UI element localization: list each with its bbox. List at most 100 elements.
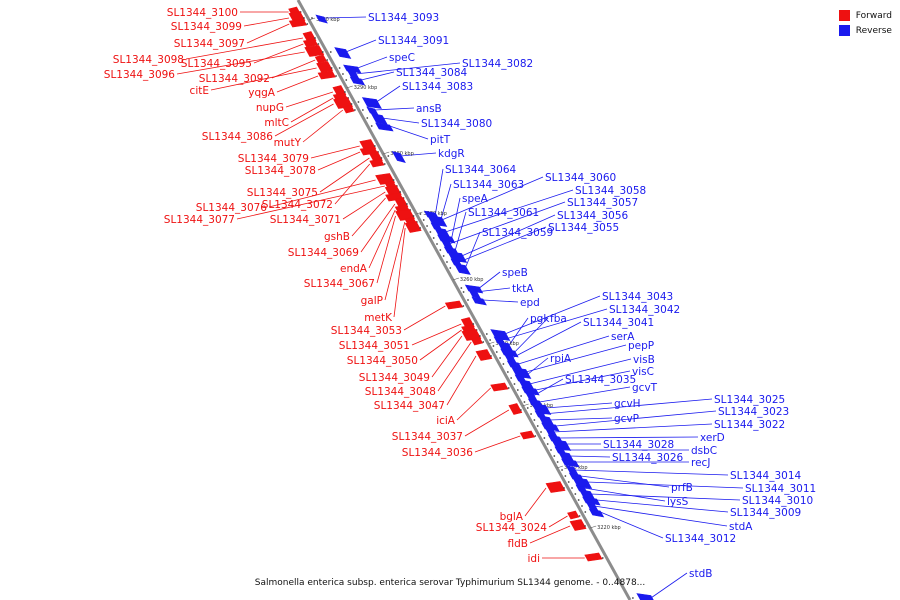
leader-sl1344-3079: [310, 145, 360, 159]
gene-marker-sl1344-3084: [345, 79, 348, 81]
gene-label-pgk: pgk: [530, 313, 550, 325]
leader-stda: [593, 505, 728, 527]
gene-label-sl1344-3076: SL1344_3076: [196, 202, 268, 214]
gene-label-tkta: tktA: [512, 283, 534, 295]
gene-label-sl1344-3009: SL1344_3009: [730, 507, 801, 519]
leader-sl1344-3082: [354, 62, 461, 75]
gene-marker-sl1344-3053: [462, 305, 465, 307]
gene-marker-icia: [507, 387, 510, 389]
leader-fba: [514, 317, 549, 353]
leader-sl1344-3086: [274, 103, 334, 137]
gene-block-yqga: [317, 70, 336, 80]
leader-stdb: [650, 572, 688, 599]
leader-sl1344-3057: [448, 201, 566, 245]
genome-backbone: [296, 0, 632, 600]
gene-block-sl1344-3097: [288, 18, 308, 28]
gene-marker-sl1344-3010: [574, 493, 577, 495]
leader-sl1344-3076: [268, 179, 376, 208]
gene-label-pepp: pepP: [628, 340, 654, 352]
gene-label-rpia: rpiA: [550, 353, 572, 365]
gene-marker-sl1344-3042: [489, 339, 492, 341]
gene-label-sl1344-3042: SL1344_3042: [609, 304, 680, 316]
leader-sl1344-3037: [464, 409, 510, 437]
gene-marker-kdgr: [387, 155, 390, 157]
gene-label-cite: citE: [190, 85, 209, 97]
gene-marker-spea: [432, 237, 435, 239]
leader-sl1344-3049: [431, 335, 463, 378]
gene-label-yqga: yqgA: [248, 87, 276, 99]
leader-sl1344-3058: [445, 189, 574, 233]
gene-label-sl1344-3097: SL1344_3097: [174, 38, 245, 50]
gene-marker-sl1344-3023: [536, 425, 539, 427]
leader-sl1344-3080: [382, 117, 420, 124]
gene-label-prfb: prfB: [671, 482, 693, 494]
leader-sl1344-3047: [446, 355, 477, 406]
leader-sl1344-3093: [323, 16, 367, 19]
gene-label-sl1344-3080: SL1344_3080: [421, 118, 492, 130]
reverse-swatch: [838, 25, 850, 36]
gene-marker-sl1344-3022: [540, 431, 542, 433]
leader-epd: [482, 299, 519, 303]
gene-marker-recj: [556, 461, 559, 463]
gene-label-gcvh: gcvH: [614, 398, 641, 410]
leader-pepp: [525, 344, 627, 373]
tick-mark: [383, 151, 390, 155]
gene-block-muty: [342, 104, 355, 114]
tick-label: 3230 kbp: [564, 465, 588, 471]
gene-marker-sl1344-3028: [546, 443, 549, 445]
gene-label-sl1344-3100: SL1344_3100: [167, 7, 238, 19]
gene-block-idi: [584, 552, 603, 562]
gene-block-recj: [561, 458, 580, 468]
gene-marker-sl1344-3012: [584, 511, 587, 513]
gene-marker-sl1344-3097: [306, 23, 309, 25]
gene-marker-sl1344-3091: [329, 51, 332, 53]
gene-label-sl1344-3048: SL1344_3048: [365, 386, 436, 398]
gene-marker-sl1344-3026: [553, 455, 556, 457]
leader-sl1344-3043: [504, 295, 601, 335]
gene-marker-sl1344-3014: [561, 469, 563, 471]
gene-block-sl1344-3012: [588, 508, 605, 518]
map-caption: Salmonella enterica subsp. enterica sero…: [254, 578, 646, 588]
gene-label-sl1344-3057: SL1344_3057: [567, 197, 638, 209]
leader-sl1344-3098: [185, 37, 304, 60]
gene-label-sl1344-3078: SL1344_3078: [245, 165, 316, 177]
forward-swatch: [838, 10, 850, 21]
leader-sl1344-3069: [360, 203, 396, 253]
gene-marker-sl1344-3067: [412, 215, 415, 217]
gene-label-sl1344-3058: SL1344_3058: [575, 185, 646, 197]
leader-sl1344-3095: [253, 43, 304, 64]
leader-sl1344-3097: [246, 23, 290, 44]
gene-marker-sl1344-3076: [392, 179, 395, 181]
gene-label-sl1344-3023: SL1344_3023: [718, 406, 789, 418]
gene-labels: SL1344_3100 SL1344_3099 SL1344_3097 SL1344_…: [104, 7, 816, 580]
gene-marker-xerd: [543, 437, 546, 439]
leader-gshb: [351, 197, 386, 237]
gene-block-sl1344-3048: [470, 336, 484, 346]
gene-block-sl1344-3083: [361, 97, 382, 109]
gene-block-sl1344-3084: [349, 76, 366, 86]
gene-label-visb: visB: [633, 354, 655, 366]
gene-marker-cite: [330, 67, 333, 69]
gene-label-spea: speA: [462, 193, 489, 205]
gene-label-visc: visC: [632, 366, 654, 378]
leader-sl1344-3012: [600, 511, 664, 539]
gene-block-fldb: [569, 519, 587, 531]
leader-sl1344-3024: [548, 515, 568, 528]
gene-marker-sl1344-3025: [530, 413, 532, 415]
gene-label-sl1344-3035: SL1344_3035: [565, 374, 636, 386]
gene-label-ansb: ansB: [416, 103, 442, 115]
gene-label-sl1344-3012: SL1344_3012: [665, 533, 736, 545]
leader-lyss: [583, 487, 666, 502]
gene-label-sl1344-3082: SL1344_3082: [462, 58, 533, 70]
gene-label-sl1344-3071: SL1344_3071: [270, 214, 341, 226]
leader-sl1344-3083: [376, 85, 401, 103]
gene-label-fba: fba: [550, 313, 567, 325]
tick-label: 3280 kbp: [390, 151, 414, 157]
leader-sl1344-3096: [176, 51, 305, 75]
gene-label-mltc: mltC: [264, 117, 289, 129]
gene-marker-pgk: [492, 345, 495, 347]
gene-block-pitt: [375, 122, 394, 132]
gene-marker-sl1344-3055: [446, 261, 448, 263]
gene-label-gcvp: gcvP: [614, 413, 639, 425]
gene-label-enda: endA: [340, 263, 368, 275]
